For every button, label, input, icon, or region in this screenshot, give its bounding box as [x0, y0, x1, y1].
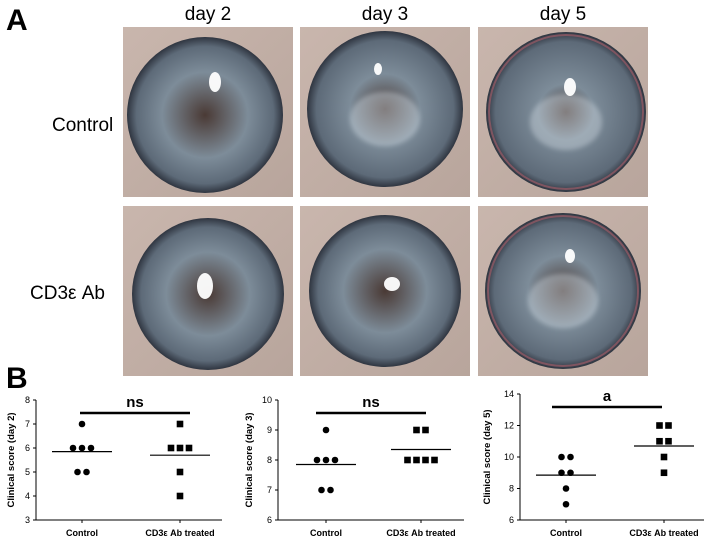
y-tick-label: 8: [509, 484, 514, 494]
x-category-label: Control: [550, 528, 582, 538]
y-tick-label: 8: [25, 395, 30, 405]
x-category-label: Control: [310, 528, 342, 538]
y-axis-label: Clinical score (day 2): [6, 412, 17, 507]
data-point-control: [69, 444, 77, 452]
data-point-control: [331, 456, 339, 464]
y-axis-label: Clinical score (day 5): [482, 409, 493, 504]
chart-day-2: 3 4 5 6 7 8 Control CD3ε Ab treated Clinical sco…: [0, 380, 230, 550]
row-label-cd3-ab: CD3ε Ab: [30, 283, 105, 304]
data-point-control: [74, 468, 81, 476]
data-point-control: [83, 468, 90, 476]
light-reflection: [374, 63, 382, 75]
corneal-opacity: [527, 273, 599, 329]
data-point-treated: [404, 456, 411, 464]
y-tick-label: 14: [504, 389, 514, 399]
data-point-treated: [176, 492, 184, 500]
data-point-control: [78, 444, 86, 452]
corneal-opacity: [530, 94, 602, 150]
data-point-control: [327, 486, 334, 494]
light-reflection: [565, 249, 575, 263]
eye-photo-cd3-ab-day-2: [123, 206, 293, 376]
significance-label: a: [603, 388, 612, 405]
data-point-treated: [656, 422, 663, 429]
data-point-control: [87, 444, 95, 452]
x-category-label: CD3ε Ab treated: [386, 528, 455, 538]
data-point-treated: [665, 437, 672, 445]
light-reflection: [209, 72, 221, 92]
x-category-label: CD3ε Ab treated: [629, 528, 698, 538]
data-point-control: [78, 420, 86, 428]
data-point-control: [562, 485, 570, 492]
data-point-treated: [665, 422, 672, 429]
data-point-control: [318, 486, 325, 494]
y-tick-label: 6: [25, 443, 30, 453]
y-tick-label: 5: [25, 467, 30, 477]
column-header-day-3: day 3: [361, 4, 409, 25]
data-point-control: [567, 453, 574, 461]
data-point-control: [322, 456, 330, 464]
light-reflection: [564, 78, 576, 96]
data-point-treated: [660, 453, 668, 461]
data-point-treated: [422, 456, 429, 464]
y-tick-label: 10: [262, 395, 272, 405]
y-tick-label: 3: [25, 515, 30, 525]
data-point-treated: [656, 437, 663, 445]
light-reflection: [384, 277, 400, 291]
y-tick-label: 7: [267, 485, 272, 495]
y-tick-label: 8: [267, 455, 272, 465]
y-axis-label: Clinical score (day 3): [244, 412, 255, 507]
data-point-control: [558, 453, 565, 461]
limbal-ring: [488, 34, 644, 190]
data-point-control: [567, 469, 574, 477]
y-tick-label: 4: [25, 491, 30, 501]
y-tick-label: 10: [504, 452, 514, 462]
eye-photo-control-day-2: [123, 27, 293, 197]
data-point-control: [562, 500, 570, 508]
eye-photo-cd3-ab-day-5: [478, 206, 648, 376]
y-tick-label: 7: [25, 419, 30, 429]
column-header-day-5: day 5: [539, 4, 587, 25]
cornea: [127, 37, 283, 193]
significance-label: ns: [362, 394, 380, 411]
corneal-opacity: [349, 91, 421, 147]
y-tick-label: 6: [267, 515, 272, 525]
data-point-treated: [413, 456, 420, 464]
y-tick-label: 9: [267, 425, 272, 435]
y-tick-label: 12: [504, 421, 514, 431]
y-tick-label: 6: [509, 515, 514, 525]
data-point-treated: [431, 456, 438, 464]
chart-day-3: 6 7 8 9 10 Control CD3ε Ab treated Clinical sco…: [236, 380, 472, 550]
data-point-control: [313, 456, 321, 464]
eye-photo-control-day-5: [478, 27, 648, 197]
row-label-control: Control: [52, 115, 114, 136]
light-reflection: [197, 273, 213, 299]
data-point-treated: [422, 426, 429, 434]
x-category-label: Control: [66, 528, 98, 538]
chart-day-5: 6 8 10 12 14 Control CD3ε Ab treated Clinical s…: [472, 380, 714, 550]
limbal-ring: [487, 215, 639, 367]
data-point-control: [322, 426, 330, 434]
significance-label: ns: [126, 394, 144, 411]
panel-b-letter: B: [6, 362, 28, 395]
eye-photo-control-day-3: [300, 27, 470, 197]
data-point-treated: [176, 420, 184, 428]
data-point-treated: [176, 444, 184, 452]
eye-photo-cd3-ab-day-3: [300, 206, 470, 376]
data-point-treated: [660, 469, 668, 477]
data-point-treated: [167, 444, 175, 452]
data-point-treated: [185, 444, 193, 452]
cornea: [309, 215, 461, 367]
column-header-day-2: day 2: [184, 4, 232, 25]
data-point-control: [558, 469, 565, 477]
data-point-treated: [176, 468, 184, 476]
panel-a-letter: A: [6, 4, 28, 37]
data-point-treated: [413, 426, 420, 434]
x-category-label: CD3ε Ab treated: [145, 528, 214, 538]
